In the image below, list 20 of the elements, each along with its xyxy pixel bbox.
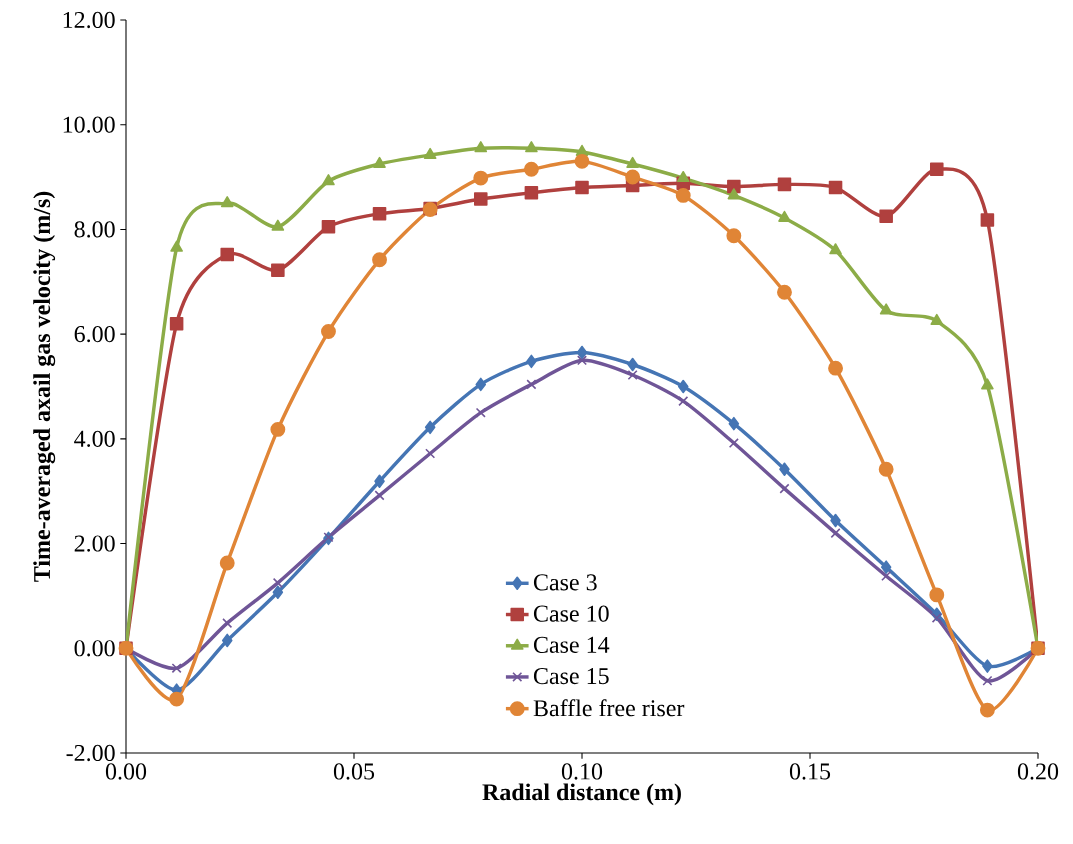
y-tick-label: 6.00: [74, 325, 115, 343]
legend-label: Case 3: [533, 574, 597, 591]
legend-label: Case 10: [533, 605, 609, 622]
x-tick-label: 0.20: [1017, 763, 1059, 780]
x-tick-label: 0.15: [789, 763, 831, 780]
y-tick-label: 12.00: [63, 11, 115, 29]
x-axis-title: Radial distance (m): [482, 783, 681, 806]
y-tick-label: -2.00: [66, 744, 115, 762]
legend-label: Case 15: [533, 668, 609, 685]
y-tick-label: 0.00: [74, 640, 115, 657]
x-tick-label: 0.05: [333, 763, 375, 780]
x-tick-label: 0.10: [561, 763, 603, 780]
legend-label: Baffle free riser: [533, 699, 685, 717]
y-tick-label: 8.00: [74, 221, 115, 238]
y-tick-label: 4.00: [74, 430, 115, 447]
y-tick-label: 2.00: [74, 535, 115, 552]
legend-label: Case 14: [533, 636, 610, 653]
x-tick-label: 0.00: [105, 763, 147, 780]
y-axis-title: Time-averaged axail gas velocity (m/s): [33, 191, 56, 582]
y-tick-label: 10.00: [63, 116, 115, 133]
